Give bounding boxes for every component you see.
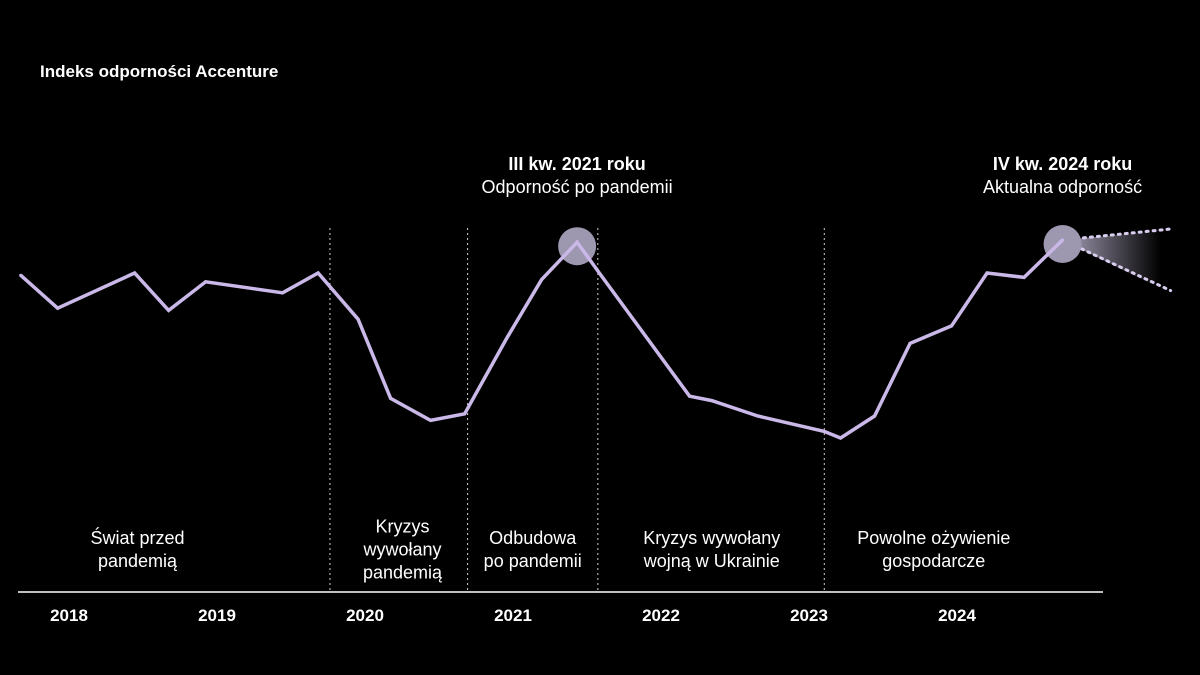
data-point bbox=[822, 429, 826, 433]
data-point bbox=[950, 324, 954, 328]
period-label: Świat przed pandemią bbox=[90, 528, 185, 571]
peak-annotation: IV kw. 2024 roku Aktualna odporność bbox=[983, 153, 1142, 199]
period-label: Kryzys wywołany pandemią bbox=[362, 516, 442, 583]
period-label: Powolne ożywienie gospodarcze bbox=[857, 528, 1011, 571]
highlight-marker bbox=[1043, 225, 1082, 263]
x-tick-label: 2019 bbox=[198, 606, 236, 625]
data-point bbox=[281, 291, 285, 295]
data-point bbox=[1061, 238, 1065, 242]
data-point bbox=[985, 271, 989, 275]
x-tick-label: 2018 bbox=[50, 606, 88, 625]
chart-title: Indeks odporności Accenture bbox=[40, 62, 279, 81]
data-point bbox=[463, 412, 467, 416]
data-point bbox=[204, 280, 208, 284]
data-point bbox=[167, 308, 171, 312]
annotation-period: III kw. 2021 roku bbox=[508, 154, 646, 174]
x-tick-label: 2020 bbox=[346, 606, 384, 625]
data-point bbox=[873, 414, 877, 418]
forecast-upper-bound bbox=[1061, 227, 1173, 242]
data-point bbox=[316, 271, 320, 275]
annotation-period: IV kw. 2024 roku bbox=[992, 154, 1133, 174]
data-point bbox=[839, 436, 843, 440]
x-tick-label: 2021 bbox=[494, 606, 532, 625]
data-point bbox=[540, 278, 544, 282]
data-point bbox=[1022, 275, 1026, 279]
data-point bbox=[756, 414, 760, 418]
peak-annotation: III kw. 2021 roku Odporność po pandemii bbox=[482, 153, 673, 199]
resilience-index-line bbox=[19, 238, 1064, 440]
period-label: Odbudowa po pandemii bbox=[483, 528, 582, 571]
data-point bbox=[597, 271, 601, 275]
x-tick-label: 2024 bbox=[938, 606, 976, 625]
data-point bbox=[908, 341, 912, 345]
forecast-cone bbox=[1062, 231, 1161, 289]
annotation-text: Aktualna odporność bbox=[982, 177, 1143, 197]
data-point bbox=[710, 399, 714, 403]
period-label: Kryzys wywołany wojną w Ukrainie bbox=[643, 528, 781, 571]
data-point bbox=[506, 335, 510, 339]
x-tick-label: 2022 bbox=[642, 606, 680, 625]
annotation-text: Odporność po pandemii bbox=[481, 177, 673, 197]
data-point bbox=[575, 240, 579, 244]
data-point bbox=[688, 394, 692, 398]
x-tick-label: 2023 bbox=[790, 606, 828, 625]
data-point bbox=[56, 306, 60, 310]
data-point bbox=[429, 418, 433, 422]
data-point bbox=[389, 396, 393, 400]
data-point bbox=[19, 273, 23, 277]
data-point bbox=[356, 317, 360, 321]
data-point bbox=[133, 271, 137, 275]
